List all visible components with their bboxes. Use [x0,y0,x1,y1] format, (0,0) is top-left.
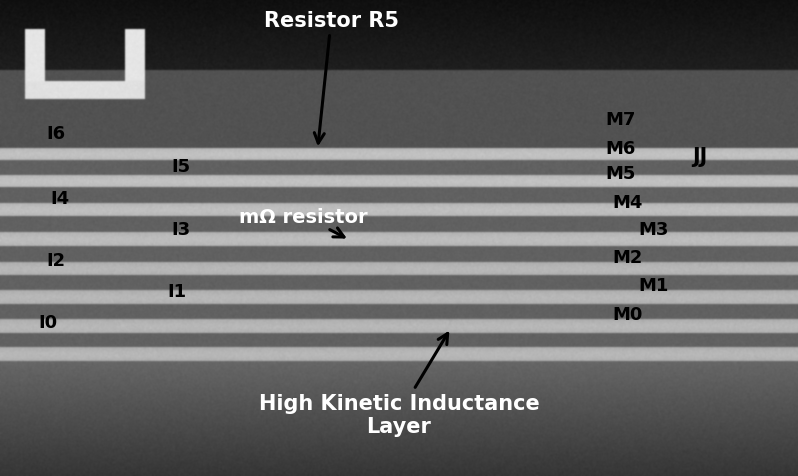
Text: JJ: JJ [693,147,708,167]
Text: I1: I1 [168,282,187,300]
Text: M4: M4 [613,193,643,211]
Text: I6: I6 [46,124,65,142]
Text: I3: I3 [172,220,191,238]
Text: M7: M7 [605,111,635,129]
Text: M6: M6 [605,139,635,158]
Text: I4: I4 [50,190,69,208]
Text: M3: M3 [638,220,669,238]
Text: I0: I0 [38,314,57,332]
Text: I2: I2 [46,252,65,270]
Text: M2: M2 [613,248,643,266]
Text: M5: M5 [605,164,635,182]
Text: M0: M0 [613,305,643,323]
Text: M1: M1 [638,277,669,295]
Text: I5: I5 [172,158,191,176]
Text: mΩ resistor: mΩ resistor [239,207,368,238]
Text: High Kinetic Inductance
Layer: High Kinetic Inductance Layer [259,334,539,436]
Text: Resistor R5: Resistor R5 [263,11,399,144]
